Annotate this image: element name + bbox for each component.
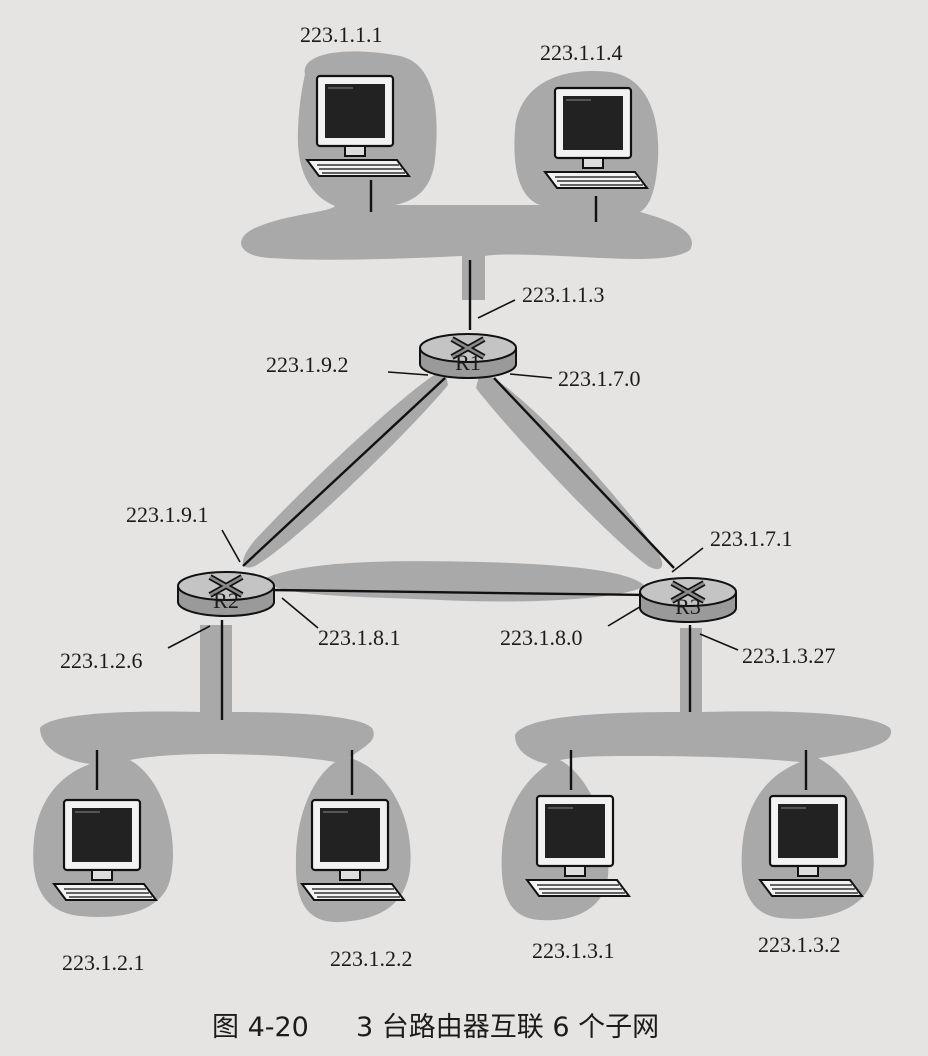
host-top-left-icon — [305, 74, 411, 178]
router-r3-label: R3 — [675, 594, 701, 619]
figure-title: 3 台路由器互联 6 个子网 — [356, 1012, 659, 1043]
host-label-223-1-2-2: 223.1.2.2 — [330, 946, 413, 971]
figure-number: 图 4-20 — [212, 1012, 309, 1043]
link-r1-r3-shape — [476, 372, 663, 570]
iface-label-r2-top: 223.1.9.1 — [126, 502, 209, 527]
iface-label-r1-right: 223.1.7.0 — [558, 366, 641, 391]
iface-label-r1-top: 223.1.1.3 — [522, 282, 605, 307]
subnet-shading — [33, 51, 892, 923]
host-label-223-1-3-1: 223.1.3.1 — [532, 938, 615, 963]
iface-label-r3-bottom: 223.1.3.27 — [742, 643, 836, 668]
wire-r1-r2 — [242, 377, 446, 567]
host-bottom-right-2-icon — [758, 794, 864, 898]
iface-label-r2-bottom: 223.1.2.6 — [60, 648, 143, 673]
subnet-bottom-right-shape — [501, 628, 892, 921]
router-r1-label: R1 — [455, 350, 481, 375]
link-r2-r3-shape — [262, 561, 645, 602]
host-top-right-icon — [543, 86, 649, 190]
wire-r1-r3 — [493, 377, 675, 569]
iface-label-r1-left: 223.1.9.2 — [266, 352, 349, 377]
host-label-223-1-3-2: 223.1.3.2 — [758, 932, 841, 957]
host-bottom-left-1-icon — [52, 798, 158, 902]
router-r2-label: R2 — [213, 588, 239, 613]
host-bottom-left-2-icon — [300, 798, 406, 902]
wires — [95, 180, 808, 795]
host-label-223-1-1-4: 223.1.1.4 — [540, 40, 623, 65]
host-label-223-1-1-1: 223.1.1.1 — [300, 22, 383, 47]
iface-label-r3-left: 223.1.8.0 — [500, 625, 583, 650]
host-bottom-right-1-icon — [525, 794, 631, 898]
iface-label-r3-top: 223.1.7.1 — [710, 526, 793, 551]
wire-r2-r3 — [271, 588, 649, 597]
iface-label-r2-right: 223.1.8.1 — [318, 625, 401, 650]
host-label-223-1-2-1: 223.1.2.1 — [62, 950, 145, 975]
